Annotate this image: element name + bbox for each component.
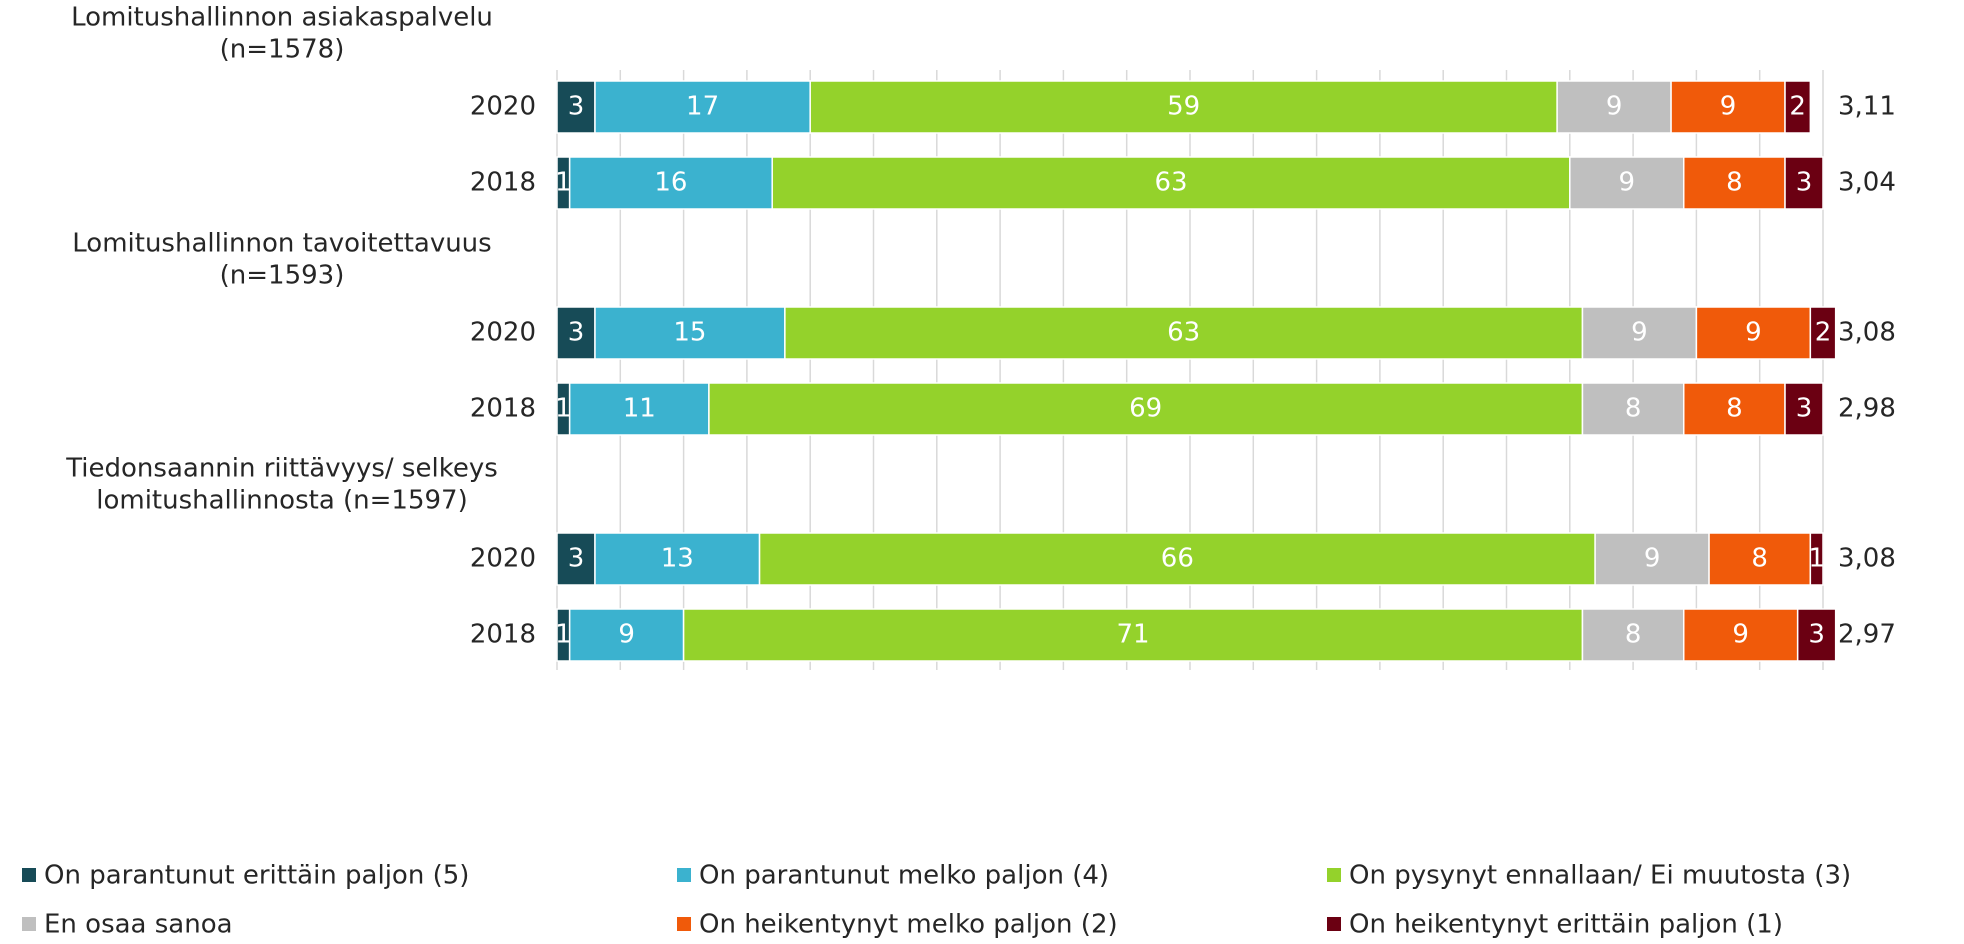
- bar-segment: [809, 80, 1558, 134]
- value-label: 9: [1720, 92, 1737, 122]
- value-label: 8: [1625, 394, 1642, 424]
- value-label: 3: [1796, 394, 1813, 424]
- legend-swatch: [1327, 868, 1341, 882]
- value-label: 63: [1154, 168, 1187, 198]
- value-label: 9: [1745, 318, 1762, 348]
- value-label: 9: [618, 620, 635, 650]
- category-label: 2018: [470, 620, 536, 650]
- value-label: 71: [1116, 620, 1149, 650]
- value-label: 8: [1751, 544, 1768, 574]
- group-label: Lomitushallinnon tavoitettavuus: [72, 229, 491, 259]
- value-label: 1: [555, 394, 572, 424]
- legend-label: On heikentynyt melko paljon (2): [699, 910, 1118, 940]
- value-label: 2: [1815, 318, 1832, 348]
- bar-segment: [784, 306, 1584, 360]
- category-label: 2020: [470, 318, 536, 348]
- bar-segment: [1569, 156, 1685, 210]
- legend-label: En osaa sanoa: [44, 910, 233, 940]
- score-label: 3,11: [1838, 92, 1896, 122]
- category-label: 2018: [470, 394, 536, 424]
- legend-label: On pysynyt ennallaan/ Ei muutosta (3): [1349, 861, 1851, 891]
- value-label: 3: [1796, 168, 1813, 198]
- bar-segment: [1809, 306, 1837, 360]
- legend-label: On heikentynyt erittäin paljon (1): [1349, 910, 1783, 940]
- value-label: 15: [673, 318, 706, 348]
- bar-segment: [771, 156, 1571, 210]
- group-label: (n=1593): [220, 261, 345, 291]
- group-label: (n=1578): [220, 35, 345, 65]
- value-label: 9: [1732, 620, 1749, 650]
- value-label: 59: [1167, 92, 1200, 122]
- group-label: lomitushallinnosta (n=1597): [96, 486, 468, 516]
- category-label: 2020: [470, 544, 536, 574]
- value-label: 66: [1161, 544, 1194, 574]
- bar-segment: [1682, 382, 1786, 436]
- score-label: 3,08: [1838, 318, 1896, 348]
- bar-segment: [1708, 532, 1812, 586]
- bar-segment: [594, 532, 761, 586]
- value-label: 9: [1631, 318, 1648, 348]
- group-label: Lomitushallinnon asiakaspalvelu: [71, 3, 493, 33]
- score-label: 3,04: [1838, 168, 1896, 198]
- value-label: 3: [568, 544, 585, 574]
- value-label: 11: [623, 394, 656, 424]
- value-label: 63: [1167, 318, 1200, 348]
- value-label: 8: [1726, 394, 1743, 424]
- bar-segment: [1695, 306, 1812, 360]
- score-label: 2,98: [1838, 394, 1896, 424]
- bar-segment: [1556, 80, 1672, 134]
- legend-swatch: [22, 868, 36, 882]
- bar-segment: [1581, 306, 1698, 360]
- value-label: 1: [555, 168, 572, 198]
- legend-swatch: [677, 917, 691, 931]
- value-label: 8: [1726, 168, 1743, 198]
- bar-segment: [1784, 382, 1824, 436]
- score-label: 2,97: [1838, 620, 1896, 650]
- value-label: 17: [686, 92, 719, 122]
- value-label: 13: [661, 544, 694, 574]
- score-label: 3,08: [1838, 544, 1896, 574]
- legend-label: On parantunut melko paljon (4): [699, 861, 1109, 891]
- value-label: 8: [1625, 620, 1642, 650]
- bar-segment: [1581, 382, 1685, 436]
- category-label: 2018: [470, 168, 536, 198]
- value-label: 9: [1644, 544, 1661, 574]
- value-label: 9: [1618, 168, 1635, 198]
- bar-segment: [594, 306, 786, 360]
- value-label: 2: [1789, 92, 1806, 122]
- category-label: 2020: [470, 92, 536, 122]
- bar-segment: [1670, 80, 1786, 134]
- bar-segment: [1809, 532, 1824, 586]
- legend-swatch: [22, 917, 36, 931]
- value-label: 1: [555, 620, 572, 650]
- value-label: 3: [568, 92, 585, 122]
- bar-segment: [1784, 80, 1812, 134]
- bar-segment: [1581, 608, 1685, 662]
- bar-segment: [1796, 608, 1837, 662]
- bar-segment: [568, 156, 773, 210]
- group-label: Tiedonsaannin riittävyys/ selkeys: [65, 454, 498, 484]
- bar-segment: [1784, 156, 1824, 210]
- bar-segment: [682, 608, 1584, 662]
- value-label: 9: [1606, 92, 1623, 122]
- legend-swatch: [677, 868, 691, 882]
- value-label: 69: [1129, 394, 1162, 424]
- value-label: 1: [1808, 544, 1825, 574]
- legend-swatch: [1327, 917, 1341, 931]
- value-label: 3: [568, 318, 585, 348]
- value-label: 3: [1808, 620, 1825, 650]
- bar-segment: [1682, 608, 1799, 662]
- value-label: 16: [654, 168, 687, 198]
- legend-label: On parantunut erittäin paljon (5): [44, 861, 469, 891]
- bar-segment: [568, 382, 710, 436]
